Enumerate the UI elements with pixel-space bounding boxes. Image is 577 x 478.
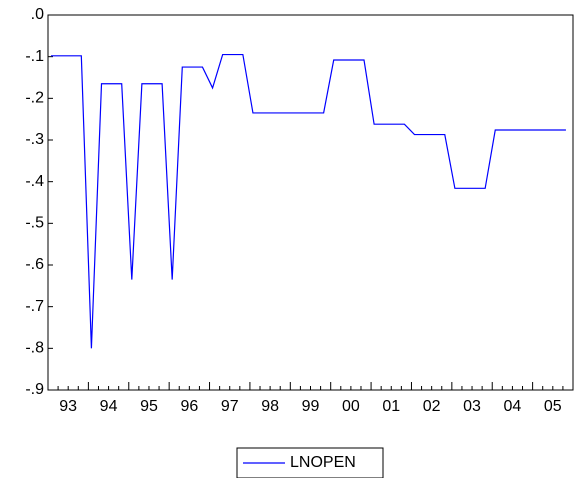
y-tick-label: -.2: [25, 90, 44, 107]
x-tick-label: 99: [302, 398, 320, 415]
x-tick-label: 05: [544, 398, 562, 415]
x-tick-label: 94: [100, 398, 118, 415]
x-tick-label: 97: [221, 398, 239, 415]
legend-box: [236, 447, 384, 478]
x-tick-label: 01: [382, 398, 400, 415]
x-tick-label: 95: [140, 398, 158, 415]
y-tick-label: -.4: [25, 173, 44, 190]
x-tick-label: 98: [261, 398, 279, 415]
y-tick-label: .0: [31, 6, 44, 23]
x-tick-label: 96: [180, 398, 198, 415]
y-tick-label: -.1: [25, 48, 44, 65]
x-tick-label: 93: [59, 398, 77, 415]
series-line: [51, 53, 566, 349]
y-tick-label: -.3: [25, 131, 44, 148]
y-tick-label: -.5: [25, 215, 44, 232]
plot-frame: [47, 14, 574, 391]
y-tick-label: -.8: [25, 340, 44, 357]
y-tick-label: -.6: [25, 256, 44, 273]
x-tick-label: 02: [423, 398, 441, 415]
x-tick-label: 00: [342, 398, 360, 415]
legend-label: LNOPEN: [290, 454, 356, 471]
y-tick-label: -.9: [25, 381, 44, 398]
x-tick-label: 04: [504, 398, 522, 415]
y-tick-label: -.7: [25, 298, 44, 315]
x-tick-label: 03: [463, 398, 481, 415]
